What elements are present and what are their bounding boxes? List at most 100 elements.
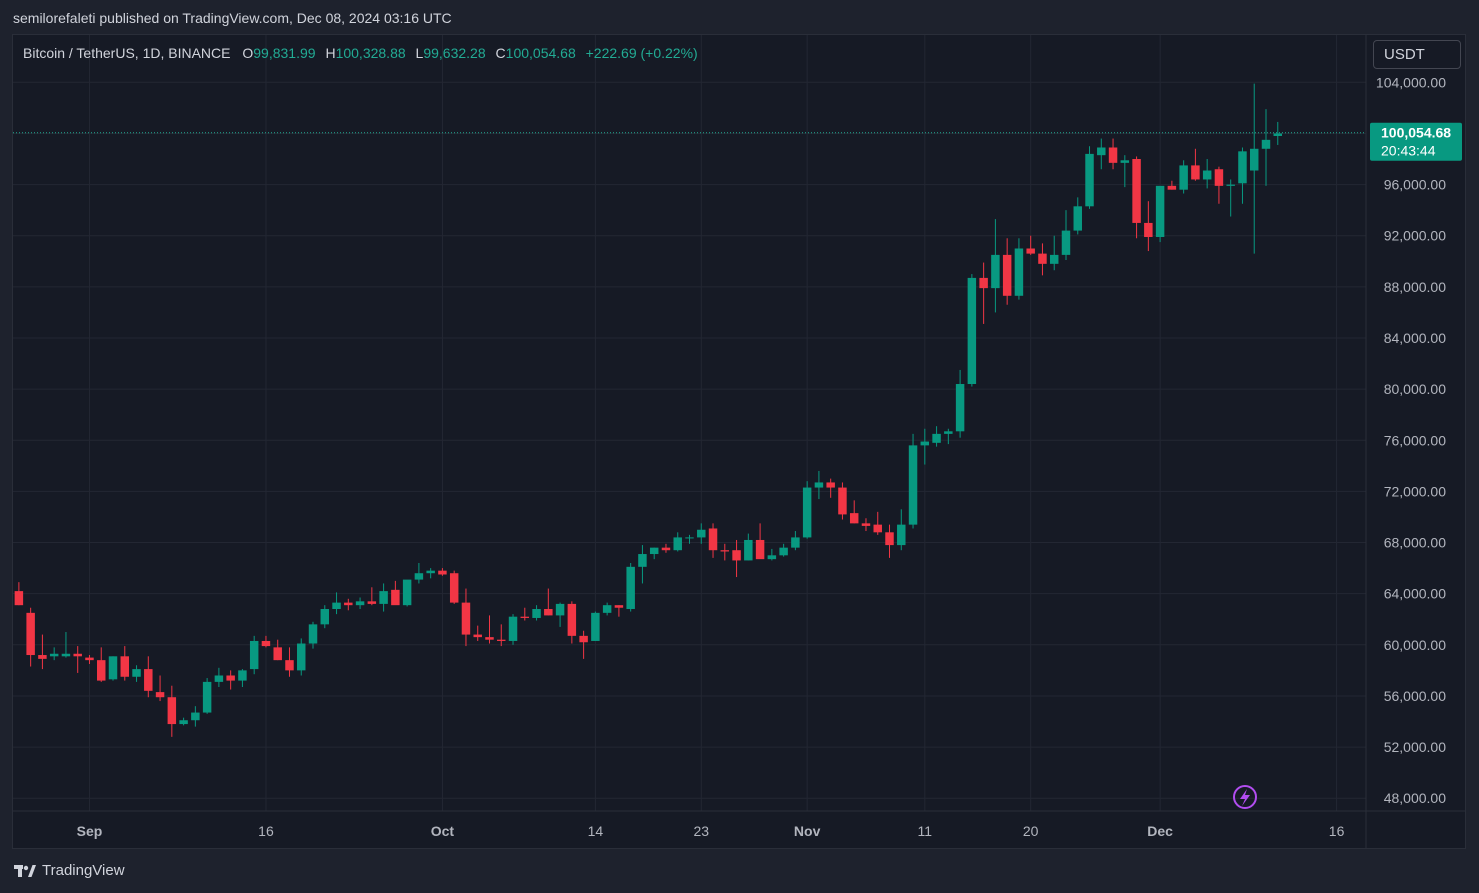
candle-body xyxy=(344,602,353,606)
candle-body xyxy=(920,441,930,446)
candle-body xyxy=(591,612,600,641)
close-key: C xyxy=(495,45,506,61)
candle-body xyxy=(814,482,824,488)
candle-body xyxy=(908,445,918,525)
candle-body xyxy=(273,647,282,661)
candle-body xyxy=(367,601,377,604)
candle-body xyxy=(73,653,82,657)
currency-button[interactable]: USDT xyxy=(1373,40,1461,69)
candle-body xyxy=(414,573,424,580)
y-tick-label: 60,000.00 xyxy=(1384,637,1446,653)
candle-body xyxy=(202,681,212,713)
tradingview-logo[interactable]: TradingView xyxy=(14,862,125,879)
candle-body xyxy=(1108,147,1118,163)
candle-body xyxy=(885,532,894,546)
y-tick-label: 80,000.00 xyxy=(1384,381,1446,397)
candle-body xyxy=(379,591,388,604)
candle-body xyxy=(838,487,847,515)
ohlc-legend: Bitcoin / TetherUS, 1D, BINANCE O99,831.… xyxy=(23,45,704,61)
candle-body xyxy=(873,524,882,533)
high-value: 100,328.88 xyxy=(335,45,406,61)
candle-body xyxy=(402,579,412,606)
candle-body xyxy=(1179,165,1188,190)
candle-body xyxy=(638,554,647,567)
candle-body xyxy=(308,624,318,644)
candle-body xyxy=(779,547,788,556)
candle-body xyxy=(1167,185,1177,190)
candle-body xyxy=(1202,170,1212,180)
candle-body xyxy=(1002,254,1012,296)
candle-body xyxy=(826,482,835,488)
candle-body xyxy=(1049,254,1059,264)
candle-body xyxy=(673,537,682,551)
candle-body xyxy=(1026,248,1035,254)
candle-body xyxy=(85,657,94,661)
x-tick-label: Sep xyxy=(77,823,103,839)
x-tick-label: 16 xyxy=(258,823,274,839)
y-tick-label: 104,000.00 xyxy=(1376,74,1446,90)
change-value: +222.69 (+0.22%) xyxy=(585,45,698,61)
candle-body xyxy=(1120,160,1130,163)
high-key: H xyxy=(325,45,336,61)
candle-body xyxy=(955,384,965,432)
candle-body xyxy=(38,655,47,659)
lightning-icon xyxy=(1233,785,1257,809)
price-badge-value: 100,054.68 xyxy=(1381,125,1451,141)
candle-body xyxy=(1073,206,1082,231)
candle-body xyxy=(1038,253,1047,264)
candle-body xyxy=(1191,165,1200,180)
candle-body xyxy=(461,602,471,635)
candle-body xyxy=(661,547,671,551)
candle-body xyxy=(449,573,459,603)
chart-frame[interactable] xyxy=(12,34,1466,849)
y-tick-label: 72,000.00 xyxy=(1384,483,1446,499)
y-tick-label: 64,000.00 xyxy=(1384,586,1446,602)
candle-body xyxy=(614,605,624,608)
x-tick-label: Nov xyxy=(794,823,821,839)
candle-body xyxy=(744,539,753,561)
candle-body xyxy=(849,513,859,524)
candle-body xyxy=(391,589,400,606)
candle-body xyxy=(1226,184,1235,186)
candle-body xyxy=(473,634,482,638)
candle-body xyxy=(438,570,447,575)
x-tick-label: 16 xyxy=(1329,823,1345,839)
candle-body xyxy=(1132,159,1141,223)
candle-body xyxy=(602,605,612,613)
candle-body xyxy=(802,487,812,538)
y-tick-label: 96,000.00 xyxy=(1384,177,1446,193)
candle-body xyxy=(555,603,565,616)
candle-body xyxy=(1085,153,1094,207)
price-badge-countdown: 20:43:44 xyxy=(1381,143,1436,159)
candle-body xyxy=(685,537,694,539)
candle-body xyxy=(61,653,71,657)
candle-body xyxy=(1155,185,1165,237)
lightning-bolt-icon xyxy=(1240,789,1250,806)
tradingview-icon xyxy=(14,864,36,877)
candle-body xyxy=(732,550,741,561)
candle-body xyxy=(485,637,494,640)
open-value: 99,831.99 xyxy=(253,45,316,61)
low-value: 99,632.28 xyxy=(423,45,486,61)
candle-body xyxy=(567,603,577,636)
candle-body xyxy=(297,643,306,671)
candle-body xyxy=(897,524,906,546)
candle-body xyxy=(1273,133,1282,136)
candle-body xyxy=(108,656,118,680)
y-tick-label: 76,000.00 xyxy=(1384,432,1446,448)
candle-body xyxy=(1261,139,1271,149)
symbol-label[interactable]: Bitcoin / TetherUS, 1D, BINANCE xyxy=(23,45,231,61)
candle-body xyxy=(191,712,200,721)
candle-body xyxy=(155,692,165,698)
candle-body xyxy=(755,539,765,560)
candle-body xyxy=(1097,147,1106,156)
candle-body xyxy=(520,616,530,618)
candle-body xyxy=(1238,151,1247,184)
candle-body xyxy=(1061,230,1071,255)
candle-body xyxy=(626,566,635,610)
candle-body xyxy=(720,550,730,552)
candle-body xyxy=(1144,222,1153,237)
candle-body xyxy=(708,528,718,551)
candle-body xyxy=(238,670,247,681)
